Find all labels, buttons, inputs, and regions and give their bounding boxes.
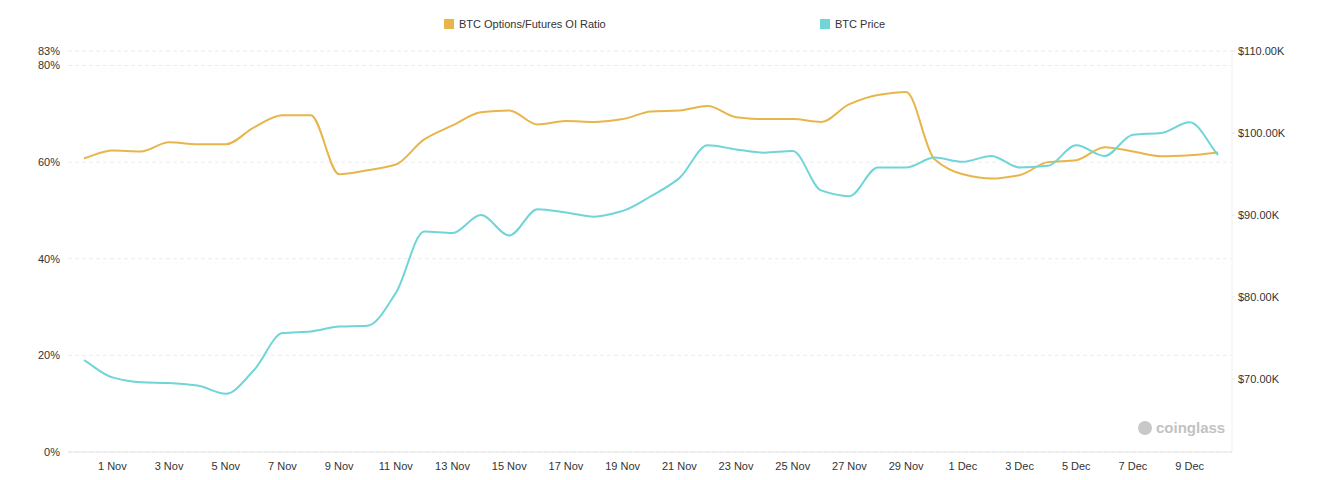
y-tick-label: 80% [38,59,60,71]
y2-tick-label: $70.00K [1238,373,1280,385]
legend-label[interactable]: BTC Price [835,18,885,30]
x-tick-label: 3 Dec [1005,460,1034,472]
x-tick-label: 1 Nov [98,460,127,472]
legend-swatch[interactable] [444,19,454,29]
watermark: coinglass [1156,419,1225,436]
x-tick-label: 19 Nov [605,460,640,472]
y2-tick-label: $100.00K [1238,127,1286,139]
y2-axis-line [1232,51,1233,452]
y-tick-label: 83% [38,45,60,57]
x-tick-label: 3 Nov [155,460,184,472]
y-tick-label: 40% [38,253,60,265]
y2-tick [1232,133,1235,134]
y2-tick [1232,297,1235,298]
y2-tick-label: $90.00K [1238,209,1280,221]
legend-label[interactable]: BTC Options/Futures OI Ratio [459,18,606,30]
x-tick-label: 7 Nov [268,460,297,472]
y2-tick-label: $110.00K [1238,45,1285,57]
x-tick-label: 5 Nov [211,460,240,472]
x-tick-label: 27 Nov [832,460,867,472]
grid-line [68,65,1232,66]
x-tick-label: 21 Nov [662,460,697,472]
x-tick-label: 13 Nov [435,460,470,472]
grid-line [68,355,1232,356]
x-tick-label: 5 Dec [1062,460,1091,472]
x-tick-label: 7 Dec [1119,460,1148,472]
x-tick-label: 15 Nov [492,460,527,472]
y-tick-label: 20% [38,349,60,361]
x-tick-label: 9 Nov [325,460,354,472]
x-tick-label: 11 Nov [379,460,414,472]
x-tick-label: 29 Nov [889,460,924,472]
grid-line [68,258,1232,259]
y2-tick-label: $80.00K [1238,291,1280,303]
y2-tick [1232,51,1235,52]
y-tick-label: 60% [38,156,60,168]
x-tick-label: 1 Dec [948,460,977,472]
x-tick-label: 9 Dec [1175,460,1204,472]
x-tick-label: 17 Nov [549,460,584,472]
series-line [84,122,1218,393]
grid-line [68,51,1232,52]
series-group [84,92,1218,394]
x-tick-label: 23 Nov [719,460,754,472]
x-tick-label: 25 Nov [775,460,810,472]
grid-line [68,452,1232,453]
watermark-icon [1138,421,1152,435]
y2-tick [1232,215,1235,216]
y2-tick [1232,379,1235,380]
legend-swatch[interactable] [820,19,830,29]
chart: 0% 20% 40% 60% 80% 83% $70.00K $80.00K $90.00K $1… [0,0,1323,480]
y-tick-label: 0% [44,446,60,458]
x-axis-line [68,452,1232,453]
